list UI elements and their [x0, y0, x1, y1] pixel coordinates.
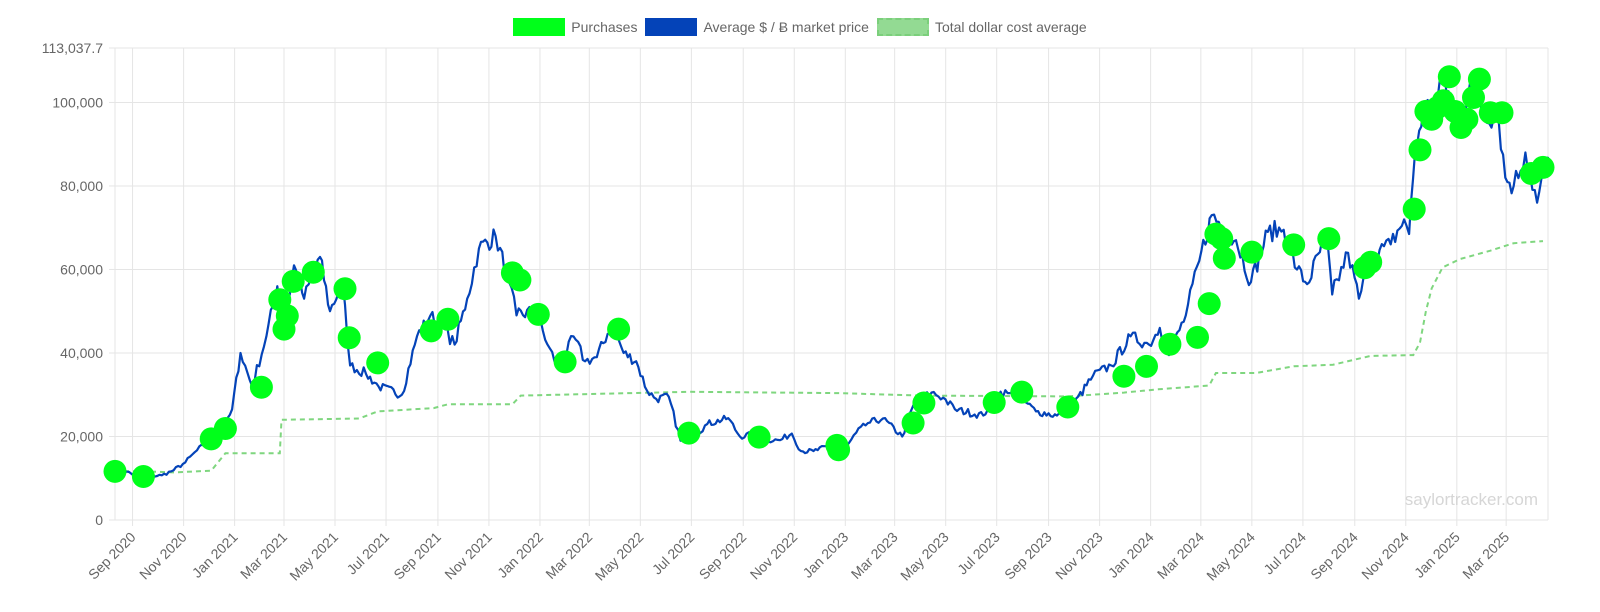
x-tick-label: Jan 2021 [189, 529, 241, 581]
x-tick-label: Jan 2022 [494, 529, 546, 581]
purchase-point [1186, 325, 1209, 349]
x-tick-label: Mar 2021 [237, 529, 290, 582]
x-tick-label: Sep 2023 [1001, 529, 1055, 583]
series-layer [103, 65, 1555, 488]
purchase-point [677, 421, 701, 445]
purchase-point [131, 465, 155, 488]
x-tick-label: Jul 2023 [954, 529, 1003, 578]
x-tick-label: Nov 2020 [136, 529, 190, 583]
purchase-point [249, 375, 273, 399]
legend-label-purchases: Purchases [571, 19, 638, 35]
purchase-point [901, 411, 925, 435]
y-tick-label: 20,000 [60, 428, 103, 444]
purchase-point [1210, 227, 1234, 251]
purchase-point [1282, 233, 1306, 257]
legend-swatch-market-price [645, 18, 698, 36]
market-price-line [114, 74, 1550, 479]
x-tick-label: Nov 2024 [1358, 529, 1412, 583]
purchase-point [103, 459, 127, 483]
x-tick-label: Sep 2024 [1307, 529, 1361, 583]
purchase-point [1135, 354, 1158, 378]
purchase-point [1158, 332, 1182, 356]
purchase-point [436, 307, 460, 331]
purchase-point [1531, 155, 1555, 179]
legend: Purchases Average $ / Ƀ market price Tot… [0, 18, 1600, 36]
purchase-point [1317, 227, 1341, 251]
x-tick-label: Sep 2021 [390, 529, 444, 583]
purchase-point [1240, 240, 1264, 264]
x-tick-label: Jul 2021 [343, 529, 392, 578]
purchase-point [333, 277, 357, 301]
legend-label-market-price: Average $ / Ƀ market price [703, 19, 869, 35]
x-tick-label: Nov 2023 [1052, 529, 1106, 583]
y-tick-label: 40,000 [60, 345, 103, 361]
x-tick-label: Nov 2022 [747, 529, 801, 583]
purchase-point [747, 425, 771, 449]
purchase-point [607, 317, 631, 341]
x-tick-label: Sep 2022 [696, 529, 750, 583]
purchase-point [982, 391, 1006, 414]
x-tick-label: Jul 2024 [1260, 529, 1309, 578]
purchase-point [301, 260, 325, 284]
purchase-point [553, 350, 577, 374]
legend-label-dollar-cost-average: Total dollar cost average [934, 19, 1087, 35]
y-axis-ticks: 0 20,000 40,000 60,000 80,000 100,000 113,037.… [42, 40, 103, 528]
purchase-point [1402, 197, 1426, 221]
purchase-point [1212, 246, 1236, 270]
purchase-point [1455, 107, 1479, 131]
x-tick-label: Jul 2022 [649, 529, 698, 578]
x-tick-label: Mar 2025 [1459, 529, 1512, 582]
purchase-point [275, 304, 299, 328]
watermark: saylortracker.com [1405, 490, 1538, 509]
legend-item-market-price[interactable]: Average $ / Ƀ market price [645, 18, 869, 36]
legend-item-dollar-cost-average[interactable]: Total dollar cost average [876, 18, 1087, 36]
purchase-point [912, 391, 936, 415]
x-tick-label: May 2021 [286, 529, 341, 584]
purchase-point [1490, 101, 1514, 125]
purchase-point [827, 438, 851, 462]
purchase-point [1408, 138, 1432, 162]
purchase-point [281, 269, 305, 293]
purchase-point [1467, 67, 1491, 91]
purchase-point [1056, 395, 1080, 419]
y-tick-label: 113,037.7 [42, 40, 103, 56]
purchase-point [1359, 250, 1383, 274]
x-tick-label: Mar 2022 [542, 529, 595, 582]
purchase-point [526, 302, 550, 326]
legend-item-purchases[interactable]: Purchases [513, 18, 637, 36]
dollar-cost-average-line [115, 240, 1544, 474]
y-tick-label: 0 [95, 512, 103, 528]
purchase-point [213, 417, 237, 440]
x-tick-label: Jan 2025 [1411, 529, 1463, 581]
purchase-point [419, 319, 443, 343]
purchase-point [1462, 86, 1485, 109]
y-tick-label: 100,000 [52, 94, 103, 110]
purchase-point [1197, 292, 1221, 316]
purchase-point [366, 351, 390, 375]
purchase-point [508, 268, 532, 292]
purchase-point [1112, 364, 1136, 388]
x-tick-label: May 2024 [1203, 529, 1258, 584]
y-tick-label: 60,000 [60, 261, 103, 277]
x-tick-label: Jan 2023 [799, 529, 851, 581]
y-tick-label: 80,000 [60, 178, 103, 194]
x-tick-label: Mar 2024 [1154, 529, 1207, 582]
purchase-point [337, 326, 361, 350]
legend-swatch-dollar-cost-average [876, 18, 929, 36]
purchase-point [1010, 380, 1034, 404]
x-tick-label: Nov 2021 [441, 529, 495, 583]
x-tick-label: Sep 2020 [85, 529, 139, 583]
x-tick-label: Jan 2024 [1105, 529, 1157, 581]
x-tick-label: May 2022 [592, 529, 647, 584]
x-tick-label: Mar 2023 [848, 529, 901, 582]
x-tick-label: May 2023 [897, 529, 952, 584]
legend-swatch-purchases [513, 18, 566, 36]
purchase-point [1437, 65, 1461, 89]
